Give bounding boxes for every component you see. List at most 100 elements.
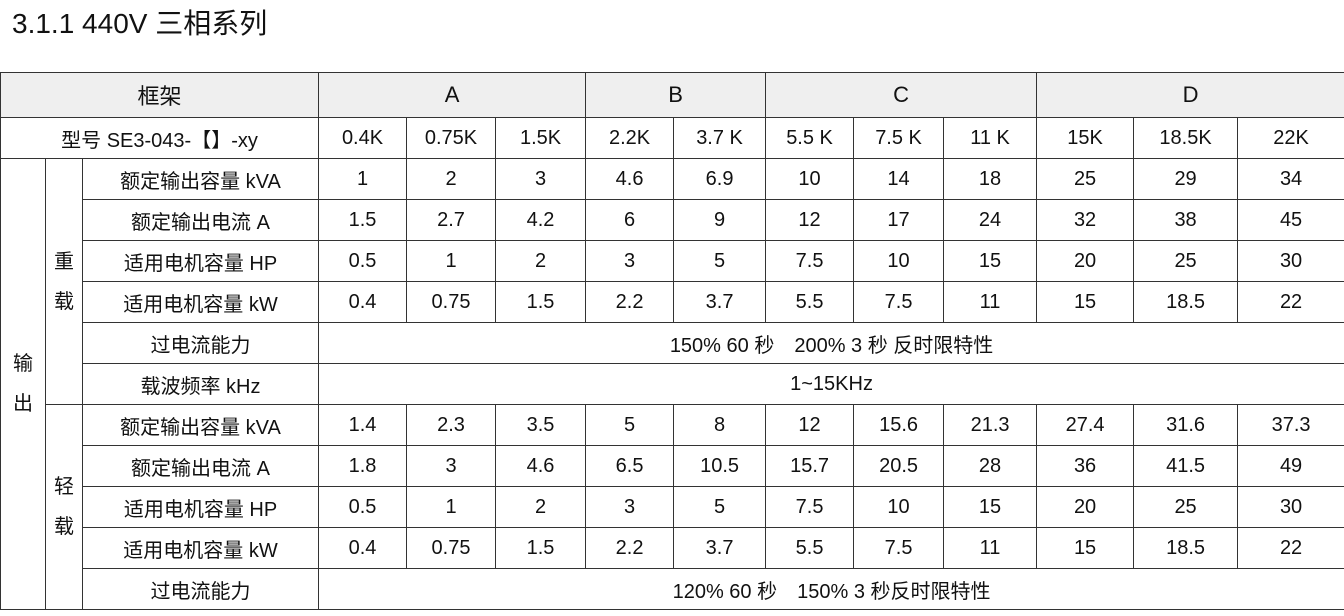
value-cell: 14 [853,158,945,200]
row-label: 额定输出电流 A [81,199,320,241]
row-label: 适用电机容量 HP [81,486,320,528]
model-cell: 11 K [943,117,1038,159]
value-cell: 25 [1133,240,1239,282]
row-label: 适用电机容量 HP [81,240,320,282]
section-title: 3.1.1 440V 三相系列 [12,8,268,39]
value-cell: 10 [853,486,945,528]
value-cell: 38 [1133,199,1239,241]
value-cell: 1.8 [318,445,408,487]
value-cell: 3 [585,486,675,528]
value-cell: 5.5 [765,281,855,323]
merged-value: 120% 60 秒 150% 3 秒反时限特性 [318,568,1344,610]
value-cell: 2.2 [585,281,675,323]
value-cell: 41.5 [1133,445,1239,487]
value-cell: 0.4 [318,281,408,323]
value-cell: 30 [1237,486,1344,528]
model-cell: 2.2K [585,117,675,159]
value-cell: 30 [1237,240,1344,282]
value-cell: 49 [1237,445,1344,487]
value-cell: 1 [318,158,408,200]
value-cell: 15.6 [853,404,945,446]
value-cell: 2.3 [406,404,497,446]
value-cell: 3.7 [673,281,767,323]
value-cell: 10 [765,158,855,200]
light-duty-label-char: 轻 [54,476,74,498]
light-duty-label: 轻载 [45,404,83,610]
model-cell: 1.5K [495,117,587,159]
value-cell: 0.75 [406,281,497,323]
row-label: 额定输出电流 A [81,445,320,487]
value-cell: 5 [673,486,767,528]
value-cell: 7.5 [765,486,855,528]
value-cell: 34 [1237,158,1344,200]
value-cell: 20 [1036,240,1135,282]
value-cell: 6.9 [673,158,767,200]
frame-A: A [318,72,587,118]
value-cell: 12 [765,404,855,446]
value-cell: 31.6 [1133,404,1239,446]
table-row: 过电流能力 150% 60 秒 200% 3 秒 反时限特性 [1,322,1344,364]
row-label: 额定输出容量 kVA [81,158,320,200]
value-cell: 15.7 [765,445,855,487]
row-label: 额定输出容量 kVA [81,404,320,446]
value-cell: 36 [1036,445,1135,487]
row-label: 过电流能力 [81,568,320,610]
model-header-row: 型号 SE3-043-【】-xy 0.4K 0.75K 1.5K 2.2K 3.7 K 5.… [0,117,1344,159]
merged-value: 1~15KHz [318,363,1344,405]
table-row: 适用电机容量 HP 0.5 1 2 3 5 7.5 10 15 20 25 30 [1,486,1344,528]
value-cell: 2.7 [406,199,497,241]
value-cell: 2 [406,158,497,200]
model-cell: 22K [1237,117,1344,159]
value-cell: 2 [495,486,587,528]
value-cell: 1 [406,240,497,282]
value-cell: 4.6 [495,445,587,487]
value-cell: 15 [943,240,1038,282]
value-cell: 15 [1036,527,1135,569]
model-cell: 7.5 K [853,117,945,159]
value-cell: 1.4 [318,404,408,446]
value-cell: 3.5 [495,404,587,446]
row-label: 过电流能力 [81,322,320,364]
model-cell: 5.5 K [765,117,855,159]
value-cell: 0.4 [318,527,408,569]
row-label: 载波频率 kHz [81,363,320,405]
value-cell: 2.2 [585,527,675,569]
value-cell: 7.5 [853,281,945,323]
value-cell: 3 [585,240,675,282]
model-cell: 15K [1036,117,1135,159]
output-label-char: 输 [13,353,33,375]
value-cell: 12 [765,199,855,241]
value-cell: 7.5 [853,527,945,569]
heavy-duty-label-char: 重 [54,250,74,273]
frame-C: C [765,72,1038,118]
table-row: 输出重载额定输出容量 kVA 1 2 3 4.6 6.9 10 14 18 25 29 34 [0,158,1344,610]
value-cell: 3 [406,445,497,487]
value-cell: 7.5 [765,240,855,282]
output-label: 输出 [0,158,46,610]
value-cell: 1.5 [495,527,587,569]
value-cell: 37.3 [1237,404,1344,446]
row-label: 适用电机容量 kW [81,527,320,569]
value-cell: 0.5 [318,240,408,282]
model-cell: 0.4K [318,117,408,159]
value-cell: 10 [853,240,945,282]
merged-value: 150% 60 秒 200% 3 秒 反时限特性 [318,322,1344,364]
spec-table: 框架 A B C D 型号 SE3-043-【】-xy 0.4K 0.75K 1.5K 2.2K 3… [0,72,1344,610]
row-label: 适用电机容量 kW [81,281,320,323]
table-row: 载波频率 kHz 1~15KHz [1,363,1344,405]
value-cell: 9 [673,199,767,241]
value-cell: 10.5 [673,445,767,487]
value-cell: 11 [943,281,1038,323]
table-row: 适用电机容量 HP 0.5 1 2 3 5 7.5 10 15 20 25 30 [1,240,1344,282]
table-row: 额定输出电流 A 1.5 2.7 4.2 6 9 12 17 24 32 38 45 [1,199,1344,241]
value-cell: 3 [495,158,587,200]
value-cell: 11 [943,527,1038,569]
value-cell: 25 [1036,158,1135,200]
frame-B: B [585,72,767,118]
value-cell: 4.6 [585,158,675,200]
value-cell: 45 [1237,199,1344,241]
value-cell: 22 [1237,281,1344,323]
value-cell: 3.7 [673,527,767,569]
value-cell: 24 [943,199,1038,241]
heavy-duty-label: 重载 [45,158,83,405]
